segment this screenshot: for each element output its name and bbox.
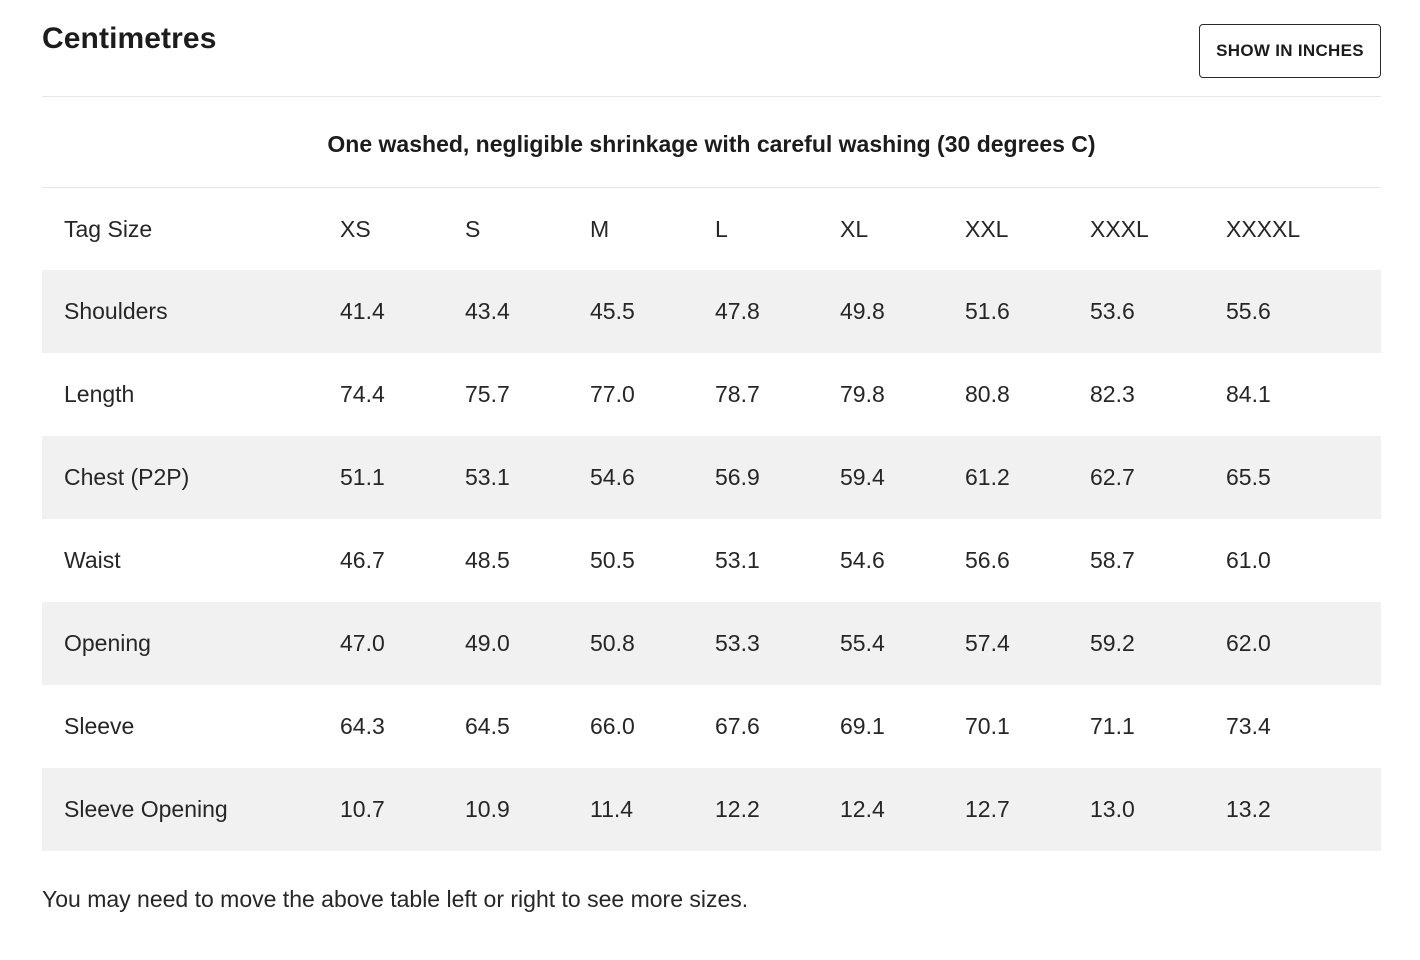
table-cell: 13.0 [1090, 796, 1135, 822]
table-cell: 10.7 [340, 796, 385, 822]
wash-note: One washed, negligible shrinkage with ca… [327, 130, 1096, 157]
size-header-xxxxl: XXXXL [1226, 215, 1301, 242]
table-cell: 10.9 [465, 796, 510, 822]
table-cell: 49.8 [840, 298, 885, 324]
table-row: Shoulders 41.4 43.4 45.5 47.8 49.8 51.6 … [42, 270, 1381, 353]
size-table[interactable]: Tag Size XS S M L XL XXL XXXL XXXXL Shou… [42, 188, 1381, 851]
table-row: Length 74.4 75.7 77.0 78.7 79.8 80.8 82.… [42, 353, 1381, 436]
unit-title: Centimetres [42, 22, 217, 55]
table-cell: 53.1 [465, 464, 510, 490]
table-cell: 84.1 [1226, 381, 1271, 407]
table-cell: 49.0 [465, 630, 510, 656]
table-cell: 58.7 [1090, 547, 1135, 573]
table-cell: 69.1 [840, 713, 885, 739]
table-cell: 74.4 [340, 381, 385, 407]
table-cell: 73.4 [1226, 713, 1271, 739]
table-cell: 56.6 [965, 547, 1010, 573]
table-cell: 11.4 [590, 796, 634, 822]
table-cell: 78.7 [715, 381, 760, 407]
table-cell: 80.8 [965, 381, 1010, 407]
size-header-row: Tag Size XS S M L XL XXL XXXL XXXXL [42, 188, 1381, 270]
table-row: Sleeve 64.3 64.5 66.0 67.6 69.1 70.1 71.… [42, 685, 1381, 768]
table-cell: 70.1 [965, 713, 1010, 739]
table-cell: 12.2 [715, 796, 760, 822]
table-row: Opening 47.0 49.0 50.8 53.3 55.4 57.4 59… [42, 602, 1381, 685]
table-cell: 47.0 [340, 630, 385, 656]
table-cell: 55.6 [1226, 298, 1271, 324]
size-chart-header: Centimetres SHOW IN INCHES [42, 0, 1381, 97]
size-header-xl: XL [840, 215, 869, 242]
table-cell: 43.4 [465, 298, 510, 324]
wash-note-bar: One washed, negligible shrinkage with ca… [42, 97, 1381, 188]
table-cell: 62.7 [1090, 464, 1135, 490]
table-cell: 12.7 [965, 796, 1010, 822]
table-cell: 53.6 [1090, 298, 1135, 324]
size-header-s: S [465, 215, 481, 242]
table-cell: 82.3 [1090, 381, 1135, 407]
table-cell: 55.4 [840, 630, 885, 656]
size-header-xxxl: XXXL [1090, 215, 1149, 242]
table-cell: 66.0 [590, 713, 635, 739]
table-cell: 53.3 [715, 630, 760, 656]
row-label: Sleeve [64, 713, 135, 739]
table-cell: 51.1 [340, 464, 385, 490]
size-chart: Centimetres SHOW IN INCHES One washed, n… [42, 0, 1381, 851]
size-header-l: L [715, 215, 728, 242]
table-cell: 50.8 [590, 630, 635, 656]
table-cell: 64.5 [465, 713, 510, 739]
table-cell: 61.2 [965, 464, 1010, 490]
row-label: Waist [64, 547, 121, 573]
table-cell: 62.0 [1226, 630, 1271, 656]
scroll-hint: You may need to move the above table lef… [42, 886, 749, 912]
table-cell: 77.0 [590, 381, 635, 407]
row-label: Length [64, 381, 135, 407]
table-row: Chest (P2P) 51.1 53.1 54.6 56.9 59.4 61.… [42, 436, 1381, 519]
table-row: Sleeve Opening 10.7 10.9 11.4 12.2 12.4 … [42, 768, 1381, 851]
table-cell: 48.5 [465, 547, 510, 573]
table-cell: 67.6 [715, 713, 760, 739]
row-label: Sleeve Opening [64, 796, 228, 822]
table-cell: 61.0 [1226, 547, 1271, 573]
table-cell: 56.9 [715, 464, 760, 490]
table-cell: 53.1 [715, 547, 760, 573]
table-cell: 64.3 [340, 713, 385, 739]
table-cell: 41.4 [340, 298, 385, 324]
table-cell: 71.1 [1090, 713, 1135, 739]
row-label: Chest (P2P) [64, 464, 190, 490]
table-cell: 51.6 [965, 298, 1010, 324]
size-header-m: M [590, 215, 610, 242]
table-cell: 57.4 [965, 630, 1010, 656]
table-cell: 54.6 [840, 547, 885, 573]
table-cell: 50.5 [590, 547, 635, 573]
table-cell: 75.7 [465, 381, 510, 407]
size-header-xs: XS [340, 215, 371, 242]
table-cell: 54.6 [590, 464, 635, 490]
table-cell: 46.7 [340, 547, 385, 573]
table-cell: 79.8 [840, 381, 885, 407]
tag-size-header: Tag Size [64, 215, 153, 242]
table-cell: 65.5 [1226, 464, 1271, 490]
table-row: Waist 46.7 48.5 50.5 53.1 54.6 56.6 58.7… [42, 519, 1381, 602]
table-cell: 59.4 [840, 464, 885, 490]
row-label: Opening [64, 630, 151, 656]
table-cell: 47.8 [715, 298, 760, 324]
table-cell: 12.4 [840, 796, 885, 822]
row-label: Shoulders [64, 298, 168, 324]
table-cell: 59.2 [1090, 630, 1135, 656]
size-header-xxl: XXL [965, 215, 1009, 242]
table-cell: 13.2 [1226, 796, 1271, 822]
table-cell: 45.5 [590, 298, 635, 324]
show-in-inches-button[interactable]: SHOW IN INCHES [1199, 24, 1381, 78]
